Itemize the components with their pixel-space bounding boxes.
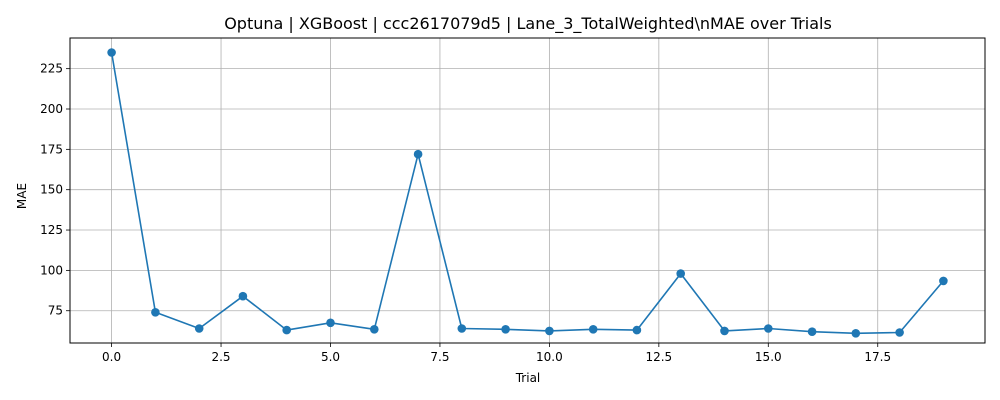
x-tick-label: 15.0 [755,350,782,364]
data-point [151,308,160,317]
x-tick-label: 5.0 [321,350,340,364]
data-point [851,329,861,338]
data-point [194,324,204,333]
x-tick-label: 2.5 [211,350,230,364]
x-tick-label: 0.0 [102,350,121,364]
y-tick-label: 125 [40,223,63,237]
series-line [110,52,945,335]
x-tick-label: 10.0 [536,350,563,364]
data-point [764,324,773,333]
y-axis-label: MAE [15,183,29,209]
data-point [282,325,292,335]
x-tick-label: 7.5 [430,350,449,364]
data-point [807,327,817,337]
data-point [457,324,467,333]
x-tick-label: 12.5 [645,350,672,364]
plot-frame [69,37,986,344]
y-axis-ticks: 75 100 125 150 175 200 225 [40,62,70,318]
y-tick-label: 200 [40,102,63,116]
data-point [238,291,248,301]
data-point [413,149,423,159]
data-point [588,325,598,334]
grid-lines [70,38,985,343]
data-point [107,48,116,57]
data-point [326,318,335,328]
series-layer [107,48,948,338]
data-point [501,325,510,334]
data-point [545,326,554,336]
data-point [370,325,379,334]
y-tick-label: 225 [40,62,63,76]
y-tick-label: 100 [40,263,63,277]
x-axis-ticks: 0.0 2.5 5.0 7.5 10.0 12.5 15.0 17.5 [102,343,891,364]
y-tick-label: 175 [40,142,63,156]
y-tick-label: 75 [48,304,63,318]
data-point [895,328,904,337]
data-point [632,325,642,335]
y-tick-label: 150 [40,183,63,197]
data-point [676,269,685,278]
data-point [720,326,729,336]
chart-title: Optuna | XGBoost | ccc2617079d5 | Lane_3… [224,14,832,34]
x-axis-label: Trial [515,371,541,385]
data-point [939,276,948,286]
x-tick-label: 17.5 [864,350,891,364]
